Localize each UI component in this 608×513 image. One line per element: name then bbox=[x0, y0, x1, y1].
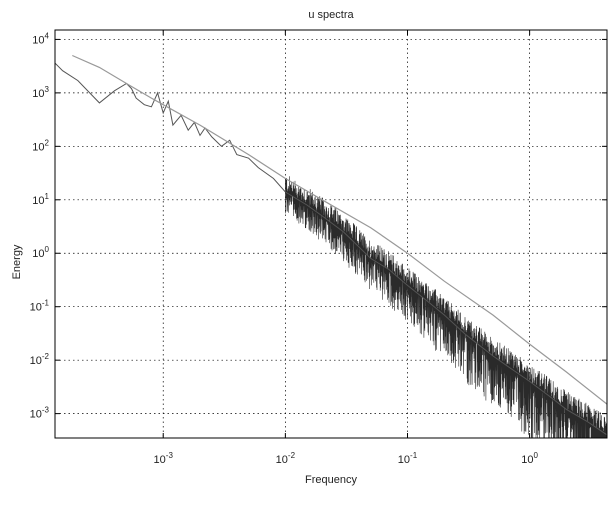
y-tick-label: 102 bbox=[32, 138, 49, 153]
y-tick-label: 10-1 bbox=[30, 299, 50, 314]
x-tick-label: 10-2 bbox=[276, 451, 296, 466]
y-tick-label: 103 bbox=[32, 85, 49, 100]
y-axis-ticks: 10-3 10-2 10-1 100 101 102 103 104 bbox=[30, 31, 607, 421]
plot-frame bbox=[54, 29, 608, 439]
x-axis-ticks: 10-3 10-2 10-1 100 bbox=[154, 30, 539, 466]
x-axis-label: Frequency bbox=[305, 474, 357, 486]
y-axis-label: Energy bbox=[11, 244, 23, 279]
measured-spectrum-noise bbox=[285, 176, 607, 438]
y-tick-label: 100 bbox=[32, 245, 49, 260]
grid-lines bbox=[55, 30, 607, 438]
y-tick-label: 10-2 bbox=[30, 352, 50, 367]
y-tick-label: 104 bbox=[32, 31, 49, 46]
x-tick-label: 10-1 bbox=[398, 451, 418, 466]
y-tick-label: 10-3 bbox=[30, 406, 50, 421]
reference-curve-line bbox=[72, 54, 607, 405]
x-tick-label: 100 bbox=[521, 451, 538, 466]
series-layer bbox=[55, 54, 607, 438]
measured-spectrum-line bbox=[55, 62, 607, 436]
y-tick-label: 101 bbox=[32, 192, 49, 207]
chart-title: u spectra bbox=[308, 9, 354, 21]
x-tick-label: 10-3 bbox=[154, 451, 174, 466]
